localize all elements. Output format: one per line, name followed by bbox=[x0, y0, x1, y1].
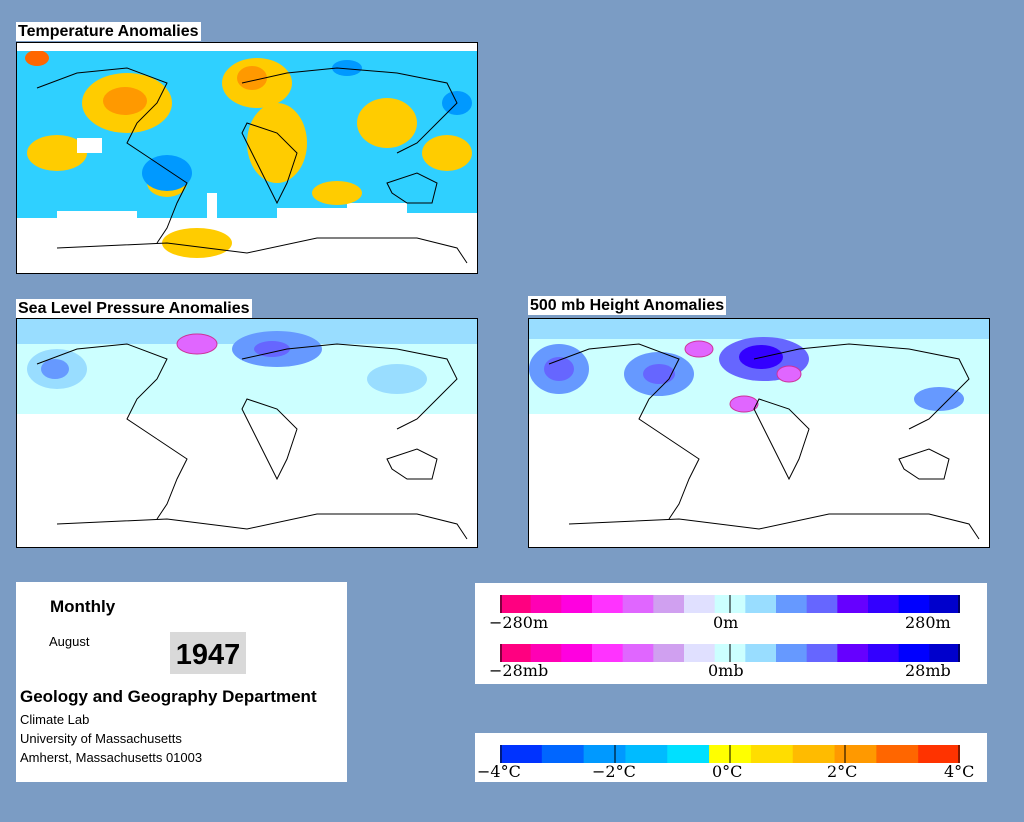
pressure-colorbar-swatch bbox=[929, 644, 960, 662]
pressure-colorbar-swatch bbox=[776, 644, 808, 662]
pressure-title: Sea Level Pressure Anomalies bbox=[16, 299, 252, 318]
temp-label-zero: 0°C bbox=[712, 762, 743, 781]
pressure-colorbar-swatch bbox=[745, 644, 777, 662]
info-panel: Monthly August 1947 Geology and Geograph… bbox=[16, 582, 347, 782]
pressure-label-max: 28mb bbox=[905, 661, 951, 680]
pressure-colorbar-swatch bbox=[898, 644, 930, 662]
pressure-colorbar-swatch bbox=[653, 644, 685, 662]
pressure-colorbar-swatch bbox=[868, 644, 900, 662]
height-label-min: −280m bbox=[489, 613, 549, 632]
height-colorbar-swatch bbox=[898, 595, 930, 613]
temperature-colorbar-swatch bbox=[876, 745, 919, 763]
pressure-colorbar bbox=[500, 644, 960, 662]
university-label: University of Massachusetts bbox=[20, 731, 182, 746]
temperature-colorbar-swatch bbox=[918, 745, 960, 763]
pressure-colorbar-swatch bbox=[622, 644, 654, 662]
temperature-colorbar-swatch bbox=[750, 745, 794, 763]
temperature-colorbar-swatch bbox=[583, 745, 626, 763]
height-colorbar-swatch bbox=[622, 595, 654, 613]
pressure-label-min: −28mb bbox=[489, 661, 549, 680]
temperature-map bbox=[16, 42, 478, 274]
height-label-zero: 0m bbox=[713, 613, 739, 632]
temp-label-pos: 2°C bbox=[827, 762, 858, 781]
address-label: Amherst, Massachusetts 01003 bbox=[20, 750, 203, 765]
height-colorbar-swatch bbox=[561, 595, 593, 613]
height-colorbar-swatch bbox=[806, 595, 838, 613]
temperature-colorbar-swatch bbox=[541, 745, 585, 763]
temperature-colorbar bbox=[500, 745, 960, 763]
pressure-colorbar-swatch bbox=[561, 644, 593, 662]
pressure-colorbar-swatch bbox=[592, 644, 624, 662]
pressure-label-zero: 0mb bbox=[708, 661, 744, 680]
department-label: Geology and Geography Department bbox=[20, 687, 317, 706]
height-colorbar-swatch bbox=[776, 595, 808, 613]
temperature-colorbar-swatch bbox=[792, 745, 836, 763]
height-colorbar-swatch bbox=[745, 595, 777, 613]
temperature-colorbar-swatch bbox=[667, 745, 710, 763]
pressure-map bbox=[16, 318, 478, 548]
height-colorbar-swatch bbox=[868, 595, 900, 613]
temperature-colorbar-swatch bbox=[625, 745, 668, 763]
year-label: 1947 bbox=[170, 632, 246, 674]
height-colorbar-swatch bbox=[929, 595, 960, 613]
pressure-colorbar-swatch bbox=[806, 644, 838, 662]
height-title: 500 mb Height Anomalies bbox=[528, 296, 727, 315]
height-colorbar-swatch bbox=[684, 595, 716, 613]
temperature-legend: −4°C −2°C 0°C 2°C 4°C bbox=[475, 733, 987, 782]
period-label: Monthly bbox=[50, 597, 116, 616]
temp-label-max: 4°C bbox=[944, 762, 975, 781]
height-colorbar-swatch bbox=[592, 595, 624, 613]
height-colorbar-swatch bbox=[500, 595, 532, 613]
temp-label-neg: −2°C bbox=[592, 762, 636, 781]
height-colorbar-swatch bbox=[653, 595, 685, 613]
height-label-max: 280m bbox=[905, 613, 951, 632]
height-colorbar bbox=[500, 595, 960, 613]
lab-label: Climate Lab bbox=[20, 712, 90, 727]
height-colorbar-swatch bbox=[837, 595, 869, 613]
temp-label-min: −4°C bbox=[477, 762, 521, 781]
temperature-colorbar-swatch bbox=[834, 745, 877, 763]
pressure-colorbar-swatch bbox=[837, 644, 869, 662]
height-map bbox=[528, 318, 990, 548]
height-pressure-legend: −280m 0m 280m −28mb 0mb 28mb bbox=[475, 583, 987, 684]
height-colorbar-swatch bbox=[530, 595, 562, 613]
pressure-colorbar-swatch bbox=[684, 644, 716, 662]
pressure-colorbar-swatch bbox=[500, 644, 532, 662]
temperature-colorbar-swatch bbox=[500, 745, 543, 763]
temperature-title: Temperature Anomalies bbox=[16, 22, 201, 41]
month-label: August bbox=[49, 634, 90, 649]
pressure-colorbar-swatch bbox=[530, 644, 562, 662]
